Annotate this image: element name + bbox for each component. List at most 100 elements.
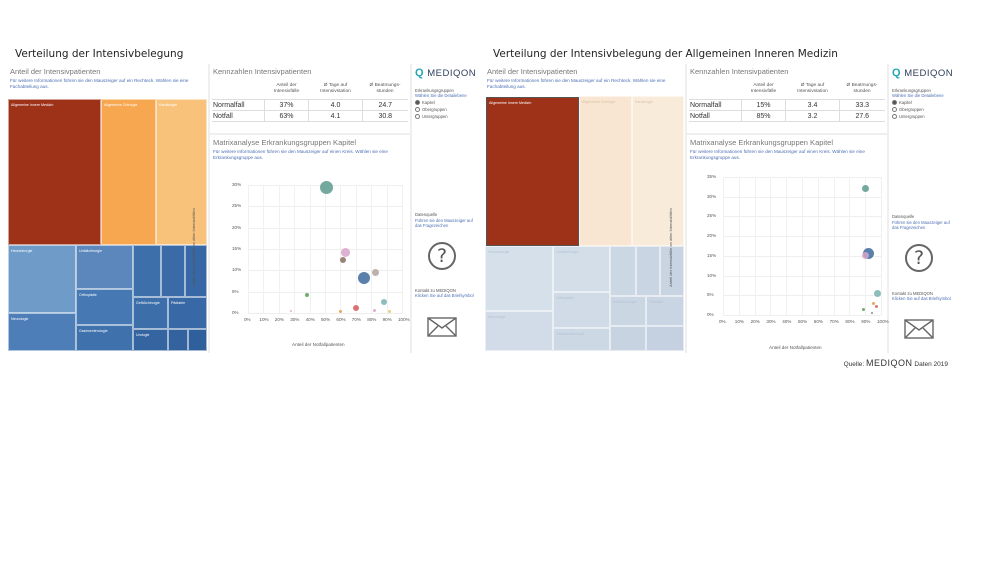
contact-title: Kontakt zu MEDIQON bbox=[415, 288, 456, 293]
treemap-cell[interactable] bbox=[185, 245, 207, 297]
treemap-title: Anteil der Intensivpatienten bbox=[10, 67, 101, 76]
scatter-point[interactable] bbox=[871, 301, 875, 305]
kpi-row: Normalfall 15% 3.4 33.3 bbox=[689, 99, 885, 111]
scatter-point[interactable] bbox=[338, 309, 342, 313]
treemap: Allgemeine Innere Medizin Allgemeine Chi… bbox=[8, 99, 207, 351]
scatter-point[interactable] bbox=[388, 310, 392, 314]
kpi-value: 85% bbox=[740, 110, 786, 122]
envelope-icon[interactable] bbox=[427, 317, 457, 337]
scatter-point[interactable] bbox=[861, 185, 869, 193]
radio-dot bbox=[892, 114, 897, 120]
radio-untergruppen[interactable]: Untergruppen bbox=[892, 114, 925, 120]
treemap-cell[interactable]: Allgemeine Chirurgie bbox=[579, 96, 632, 246]
treemap-cell[interactable] bbox=[610, 326, 646, 351]
scatter-point[interactable] bbox=[340, 247, 350, 257]
treemap-cell[interactable]: Gastroenterologie bbox=[553, 328, 610, 351]
treemap-cell[interactable]: Pädiatrie bbox=[646, 296, 684, 326]
treemap-cell[interactable]: Orthopädie bbox=[553, 292, 610, 328]
mediqon-logo: Q MEDIQON bbox=[892, 67, 954, 79]
x-tick-label: 20% bbox=[750, 319, 760, 324]
kpi-header: Ø Tage auf Intensivstation bbox=[308, 79, 363, 100]
kpi-panel: Kennzahlen Intensivpatienten Anteil der … bbox=[687, 64, 887, 133]
x-tick-label: 80% bbox=[367, 317, 377, 322]
radio-kapitel[interactable]: Kapitel bbox=[415, 100, 435, 106]
treemap-cell[interactable]: Unfallchirurgie bbox=[553, 246, 610, 292]
treemap-cell[interactable]: Herzchirurgie bbox=[485, 246, 553, 311]
scatter-point[interactable] bbox=[870, 312, 873, 315]
x-tick-label: 100% bbox=[398, 317, 410, 322]
radio-obergruppen[interactable]: Obergruppen bbox=[892, 107, 924, 113]
scatter-point[interactable] bbox=[861, 251, 869, 259]
treemap-label: Gefäßchirurgie bbox=[136, 301, 160, 305]
treemap-cell[interactable]: Allgemeine Chirurgie bbox=[101, 99, 156, 245]
treemap-cell-selected[interactable]: Allgemeine Innere Medizin bbox=[486, 97, 579, 246]
y-tick-label: 20% bbox=[232, 224, 242, 230]
y-tick-label: 35% bbox=[707, 174, 717, 179]
treemap-label: Allgemeine Innere Medizin bbox=[11, 103, 54, 107]
treemap-cell[interactable]: Gefäßchirurgie bbox=[133, 297, 168, 329]
kpi-value: 4.1 bbox=[308, 110, 363, 122]
question-mark-icon[interactable]: ? bbox=[905, 244, 933, 272]
radio-obergruppen[interactable]: Obergruppen bbox=[415, 107, 447, 113]
scatter-point[interactable] bbox=[320, 180, 334, 194]
treemap-cell[interactable] bbox=[660, 246, 684, 296]
radio-untergruppen[interactable]: Untergruppen bbox=[415, 114, 448, 120]
treemap-cell[interactable]: Kardiologie bbox=[156, 99, 207, 245]
scatter-point[interactable] bbox=[372, 308, 376, 312]
x-tick-label: 90% bbox=[861, 319, 871, 324]
gridline bbox=[263, 185, 265, 313]
treemap-cell[interactable] bbox=[646, 326, 684, 351]
radio-kapitel[interactable]: Kapitel bbox=[892, 100, 912, 106]
scatter-point[interactable] bbox=[290, 309, 293, 312]
treemap-cell[interactable]: Neurologie bbox=[8, 313, 76, 351]
scatter-point[interactable] bbox=[380, 299, 387, 306]
scatter-point[interactable] bbox=[874, 304, 878, 308]
gridline bbox=[248, 313, 402, 314]
question-mark-icon[interactable]: ? bbox=[428, 242, 456, 270]
radio-dot bbox=[415, 107, 420, 113]
treemap-cell[interactable] bbox=[610, 246, 636, 296]
gridline bbox=[371, 185, 373, 313]
treemap-cell[interactable]: Allgemeine Innere Medizin bbox=[8, 99, 101, 245]
treemap-cell[interactable] bbox=[636, 246, 660, 296]
page-title: Verteilung der Intensivbelegung der Allg… bbox=[493, 48, 838, 60]
treemap-label: Orthopädie bbox=[556, 296, 574, 300]
treemap-cell[interactable] bbox=[168, 329, 188, 351]
gridline bbox=[309, 185, 311, 313]
treemap-cell[interactable]: Herzchirurgie bbox=[8, 245, 76, 313]
scatter-point[interactable] bbox=[862, 307, 866, 311]
treemap-cell[interactable]: Unfallchirurgie bbox=[76, 245, 133, 289]
gridline bbox=[386, 185, 388, 313]
x-tick-label: 70% bbox=[829, 319, 839, 324]
kpi-table: Anteil der Intensivfälle Ø Tage auf Inte… bbox=[689, 79, 885, 122]
treemap-cell[interactable]: Neurologie bbox=[485, 311, 553, 351]
kpi-title: Kennzahlen Intensivpatienten bbox=[213, 67, 312, 76]
scatter-point[interactable] bbox=[372, 268, 380, 276]
treemap-title: Anteil der Intensivpatienten bbox=[487, 67, 578, 76]
treemap-cell[interactable]: Pädiatrie bbox=[168, 297, 207, 329]
envelope-icon[interactable] bbox=[904, 319, 934, 339]
kpi-value: 24.7 bbox=[361, 99, 408, 111]
gridline bbox=[865, 177, 867, 315]
kpi-header: Ø Tage auf Intensivstation bbox=[785, 79, 840, 100]
treemap-cell[interactable]: Gefäßchirurgie bbox=[610, 296, 646, 326]
scatter-point[interactable] bbox=[357, 272, 370, 284]
treemap-label: Herzchirurgie bbox=[11, 249, 33, 253]
scatter-point[interactable] bbox=[352, 304, 359, 311]
scatter-point[interactable] bbox=[874, 289, 882, 297]
treemap-cell[interactable] bbox=[133, 245, 161, 297]
treemap-cell[interactable]: Gastroenterologie bbox=[76, 325, 133, 351]
kpi-value: 63% bbox=[263, 110, 309, 122]
x-tick-label: 0% bbox=[719, 319, 726, 324]
treemap-label: Allgemeine Chirurgie bbox=[104, 103, 138, 107]
treemap-cell[interactable] bbox=[161, 245, 185, 297]
group-subtitle: Wählen Sie die Detailebene bbox=[415, 93, 467, 98]
kpi-row: Notfall 63% 4.1 30.8 bbox=[212, 110, 408, 122]
scatter-point[interactable] bbox=[304, 293, 309, 298]
treemap-cell[interactable]: Urologie bbox=[133, 329, 168, 351]
scatter-point[interactable] bbox=[340, 256, 347, 263]
kpi-row: Notfall 85% 3.2 27.6 bbox=[689, 110, 885, 122]
treemap-cell[interactable]: Orthopädie bbox=[76, 289, 133, 325]
treemap-cell[interactable] bbox=[188, 329, 207, 351]
treemap-cell[interactable]: Kardiologie bbox=[632, 96, 684, 246]
